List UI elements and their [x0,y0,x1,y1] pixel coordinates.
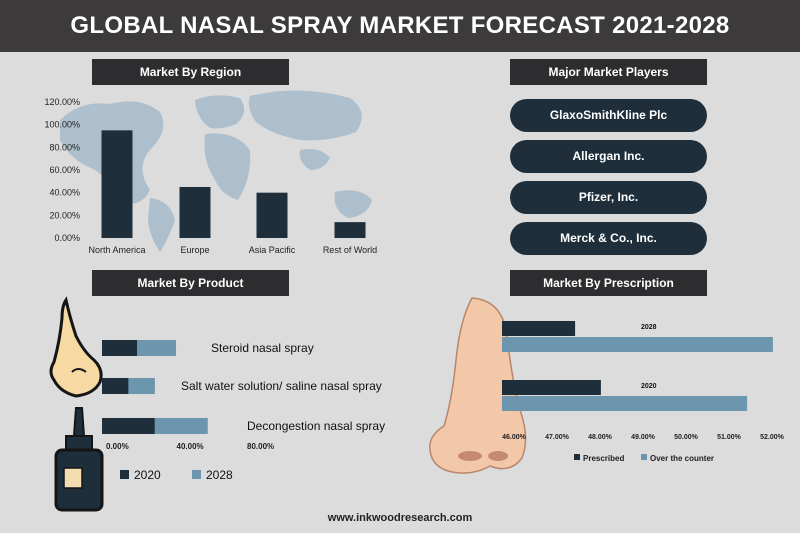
prescription-bar [502,321,576,336]
product-legend-label: 2020 [134,468,161,482]
product-section-label: Market By Product [92,270,289,296]
prescription-legend-swatch [574,454,580,460]
prescription-bar [502,380,601,395]
product-category-label: Decongestion nasal spray [247,419,385,433]
prescription-x-tick-label: 51.00% [717,434,742,441]
region-y-tick-label: 40.00% [49,188,80,198]
region-y-tick-label: 100.00% [44,120,80,130]
prescription-bar [502,396,748,411]
prescription-bar-chart: 2028 2020 46.00% 47.00% 48.00% 49.00% 50.00% 51… [502,321,785,463]
region-x-tick-label: Europe [180,245,209,255]
region-y-tick-label: 20.00% [49,210,80,220]
region-bar [256,192,288,238]
region-x-tick-label: Asia Pacific [249,245,296,255]
region-y-tick-label: 80.00% [49,142,80,152]
prescription-x-tick-label: 46.00% [502,434,527,441]
nose-illustration-icon [429,297,527,474]
prescription-x-tick-label: 48.00% [588,434,613,441]
footer-url: www.inkwoodresearch.com [327,512,473,524]
region-y-tick-label: 60.00% [49,165,80,175]
product-bar-segment [154,418,208,434]
region-x-tick-label: North America [88,245,145,255]
product-legend-swatch [192,470,201,479]
region-y-tick-label: 120.00% [44,97,80,107]
prescription-x-tick-label: 50.00% [674,434,699,441]
product-bar-segment [128,378,155,394]
region-section-label: Market By Region [92,59,289,85]
product-bar-segment [102,340,138,356]
players-section-label: Major Market Players [510,59,707,85]
product-category-label: Salt water solution/ saline nasal spray [181,379,382,393]
prescription-section-label: Market By Prescription [510,270,707,296]
product-legend-swatch [120,470,129,479]
product-bar-segment [102,378,129,394]
prescription-legend-label: Prescribed [583,454,624,463]
player-pill-4: Merck & Co., Inc. [510,222,707,255]
region-y-tick-label: 0.00% [54,233,80,243]
product-x-tick-label: 80.00% [247,442,274,451]
region-bar-chart: 0.00% 20.00% 40.00% 60.00% 80.00% 100.00% 120.… [44,97,377,255]
prescription-x-tick-label: 52.00% [760,434,785,441]
player-pill-2: Allergan Inc. [510,140,707,173]
nasal-spray-bottle-icon [54,407,104,512]
prescription-legend-swatch [641,454,647,460]
region-x-tick-label: Rest of World [323,245,377,255]
prescription-bar [502,337,773,352]
product-bar-segment [137,340,177,356]
product-category-label: Steroid nasal spray [211,341,314,355]
region-bar [179,187,211,238]
product-bar-segment [102,418,155,434]
prescription-x-tick-label: 49.00% [631,434,656,441]
page-title: GLOBAL NASAL SPRAY MARKET FORECAST 2021-… [0,0,800,52]
prescription-category-label: 2020 [641,383,657,390]
product-bar-chart: Steroid nasal spray Salt water solution/ … [102,340,385,482]
prescription-x-tick-label: 47.00% [545,434,570,441]
product-x-tick-label: 0.00% [106,442,129,451]
player-pill-1: GlaxoSmithKline Plc [510,99,707,132]
nose-profile-icon [49,296,103,398]
prescription-category-label: 2028 [641,324,657,331]
region-bar [334,222,366,238]
region-bar [101,130,133,238]
product-x-tick-label: 40.00% [177,442,204,451]
product-legend-label: 2028 [206,468,233,482]
player-pill-3: Pfizer, Inc. [510,181,707,214]
prescription-legend-label: Over the counter [650,454,714,463]
